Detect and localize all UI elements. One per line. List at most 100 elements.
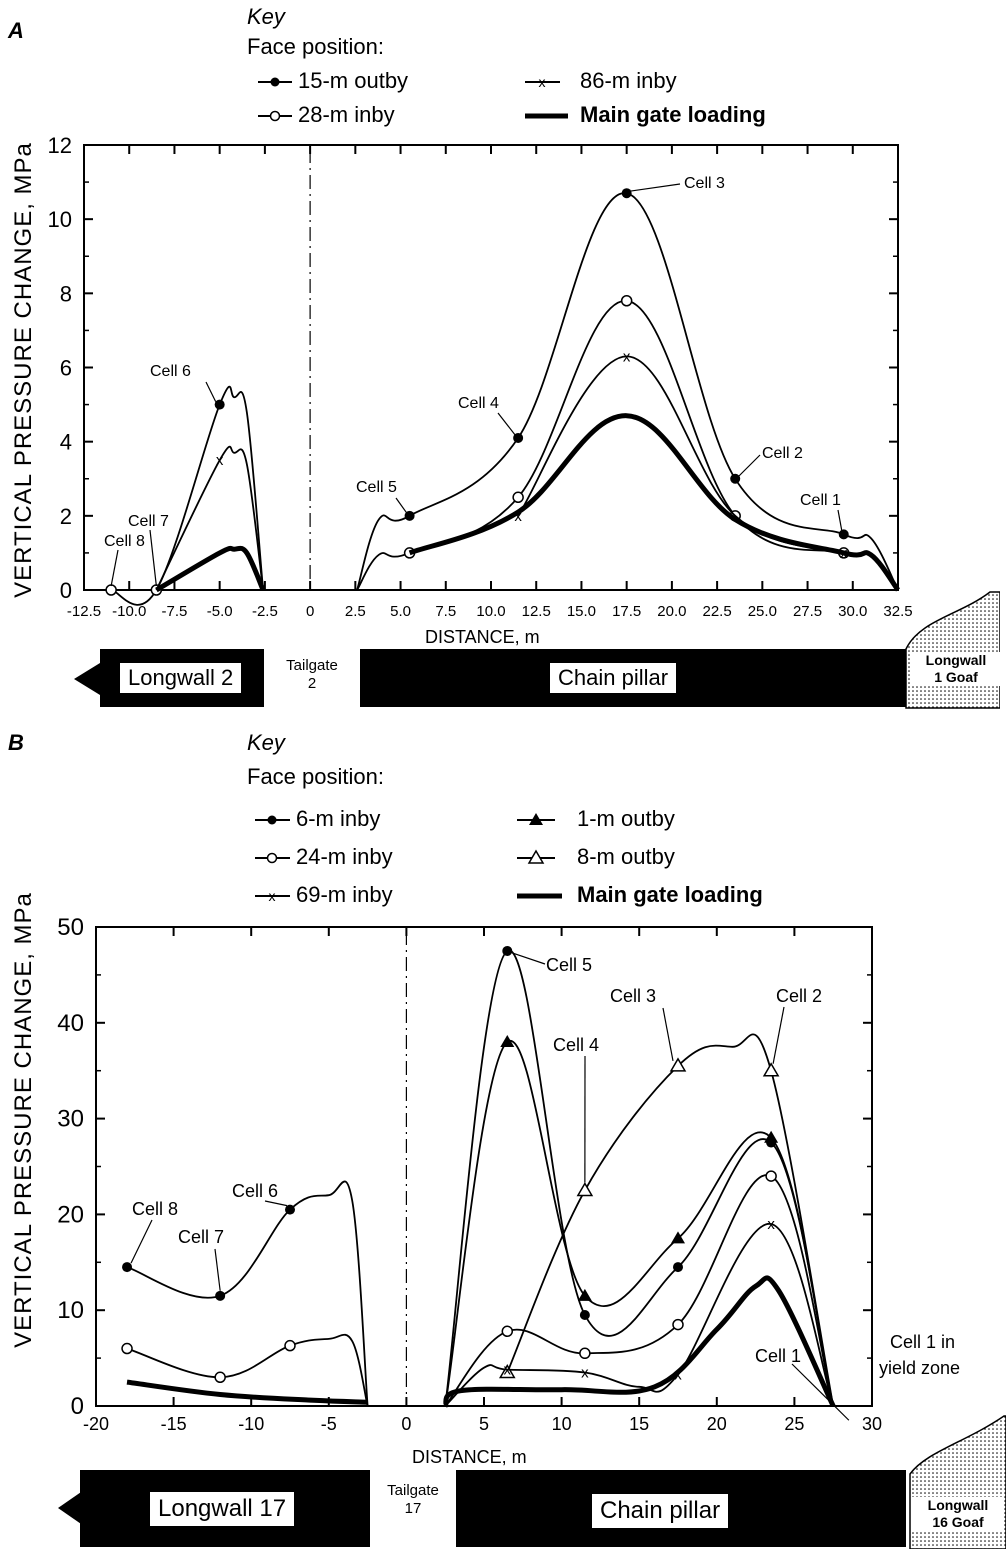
plot-frame	[95, 926, 873, 1407]
annotation-leader	[149, 529, 157, 587]
annotation-leader	[662, 1007, 674, 1062]
legend-a-28m-inby: 28-m inby	[298, 102, 395, 127]
annotation-label: Cell 3	[684, 175, 725, 192]
x-tick-label: 10	[552, 1414, 572, 1434]
x-tick-label: 0	[401, 1414, 411, 1434]
panel-b-legend-swatches: x	[255, 813, 562, 904]
panel-b-key-title: Key	[247, 730, 285, 755]
panel-a-goaf-line2: 1 Goaf	[934, 669, 978, 685]
legend-b-1m-outby-swatch	[517, 813, 555, 825]
annotation-leader	[629, 183, 681, 192]
point-6-m-inby	[122, 1262, 133, 1273]
point-86-m-inby: x	[623, 348, 631, 365]
panel-b-goaf-label: Longwall 16 Goaf	[912, 1497, 1004, 1531]
legend-b-main-gate-loading: Main gate loading	[577, 882, 763, 907]
svg-text:x: x	[269, 888, 276, 904]
x-tick-label: 5.0	[390, 603, 411, 620]
x-tick-label: -7.5	[162, 603, 188, 620]
y-tick-label: 12	[48, 133, 72, 158]
panel-b-left-arrow-icon	[58, 1490, 84, 1526]
panel-a-key-subtitle: Face position:	[247, 34, 384, 59]
panel-b-goaf-line2: 16 Goaf	[932, 1514, 984, 1530]
y-tick-label: 0	[71, 1393, 84, 1420]
point-69-m-inby: x	[581, 1364, 589, 1381]
point-24-m-inby	[765, 1170, 777, 1182]
x-tick-label: 15	[629, 1414, 649, 1434]
panel-a-x-axis-label: DISTANCE, m	[425, 627, 540, 647]
annotation-leader	[214, 1248, 221, 1291]
series-line-main-gate-loading-left	[155, 545, 266, 593]
annotation-label: Cell 4	[553, 1035, 599, 1055]
panel-a-longwall-label: Longwall 2	[118, 661, 244, 695]
legend-b-1m-outby: 1-m outby	[577, 806, 675, 831]
y-tick-label: 30	[57, 1106, 84, 1133]
point-86-m-inby: x	[216, 452, 224, 469]
annotation-leader	[110, 549, 119, 587]
panel-a-left-arrow-icon	[74, 663, 100, 695]
point-15-m-outby	[214, 399, 225, 410]
annotation-leader	[837, 509, 843, 531]
annotation-leader	[395, 497, 408, 514]
annotation-leader	[791, 1363, 850, 1421]
point-1-m-outby	[577, 1288, 592, 1301]
point-86-m-inby: x	[514, 508, 522, 525]
panel-a-letter: A	[8, 18, 24, 43]
plot-frame	[83, 144, 899, 591]
legend-b-24m-inby: 24-m inby	[296, 844, 393, 869]
svg-text:x: x	[767, 1216, 775, 1233]
series-line-main-gate-loading-left	[126, 1379, 368, 1405]
point-24-m-inby	[284, 1339, 296, 1352]
annotation-label: yield zone	[879, 1358, 960, 1378]
x-tick-label: 20	[707, 1414, 727, 1434]
annotation-label: Cell 6	[150, 363, 191, 380]
legend-b-69m-inby: 69-m inby	[296, 882, 393, 907]
legend-b-69m-inby-swatch: x	[255, 888, 290, 904]
panel-a-goaf-shape	[905, 591, 1000, 709]
x-tick-label: -20	[83, 1414, 109, 1434]
annotation-leader	[205, 381, 217, 402]
legend-b-6m-inby-swatch	[255, 815, 290, 825]
panel-b-x-axis-label: DISTANCE, m	[412, 1447, 527, 1467]
legend-a-main-gate-loading: Main gate loading	[580, 102, 766, 127]
annotation-leader	[772, 1006, 785, 1064]
panel-b-key-subtitle: Face position:	[247, 764, 384, 789]
point-15-m-outby	[838, 529, 849, 540]
x-tick-label: 25.0	[748, 603, 777, 620]
point-28-m-inby	[620, 295, 633, 307]
panel-a-goaf-line1: Longwall	[925, 652, 987, 668]
point-6-m-inby	[502, 945, 513, 956]
series-line-24-m-inby-left	[126, 1333, 369, 1407]
panel-a-key-title: Key	[247, 4, 285, 29]
annotation-label: Cell 1	[755, 1346, 801, 1366]
x-tick-label: -5.0	[207, 603, 233, 620]
series-line-1-m-outby-right	[444, 1040, 835, 1407]
point-24-m-inby	[214, 1371, 226, 1384]
y-tick-label: 10	[48, 207, 72, 232]
x-tick-label: -10	[238, 1414, 264, 1434]
point-24-m-inby	[501, 1325, 514, 1338]
point-69-m-inby: x	[767, 1216, 775, 1233]
point-8-m-outby	[498, 1363, 516, 1379]
panel-a-chart: 0 2 4 6 8 10 12 -12.5 -10.0 -7.5 -5.0 -2.5 0 2.5 5.0 7.…	[48, 133, 913, 620]
point-1-m-outby	[671, 1231, 685, 1244]
x-tick-label: 30	[862, 1414, 882, 1434]
legend-b-24m-inby-swatch	[255, 852, 290, 864]
svg-text:x: x	[504, 1362, 512, 1379]
annotation-leader	[512, 952, 546, 965]
annotation-label: Cell 7	[128, 513, 169, 530]
series-line-8-m-outby-right	[506, 1033, 835, 1407]
y-tick-label: 6	[60, 356, 72, 381]
annotation-label: Cell 5	[356, 479, 397, 496]
point-15-m-outby	[621, 188, 632, 199]
point-15-m-outby	[730, 473, 741, 484]
x-tick-label: 20.0	[657, 603, 686, 620]
annotation-label: Cell 4	[458, 395, 499, 412]
x-tick-label: -15	[161, 1414, 187, 1434]
point-15-m-outby	[513, 432, 524, 443]
series-line-main-gate-loading-right	[442, 1275, 836, 1408]
x-tick-label: 27.5	[793, 603, 822, 620]
panel-a-tailgate-line1: Tailgate	[286, 657, 338, 674]
point-28-m-inby	[105, 584, 117, 596]
annotation-label: Cell 3	[610, 986, 656, 1006]
